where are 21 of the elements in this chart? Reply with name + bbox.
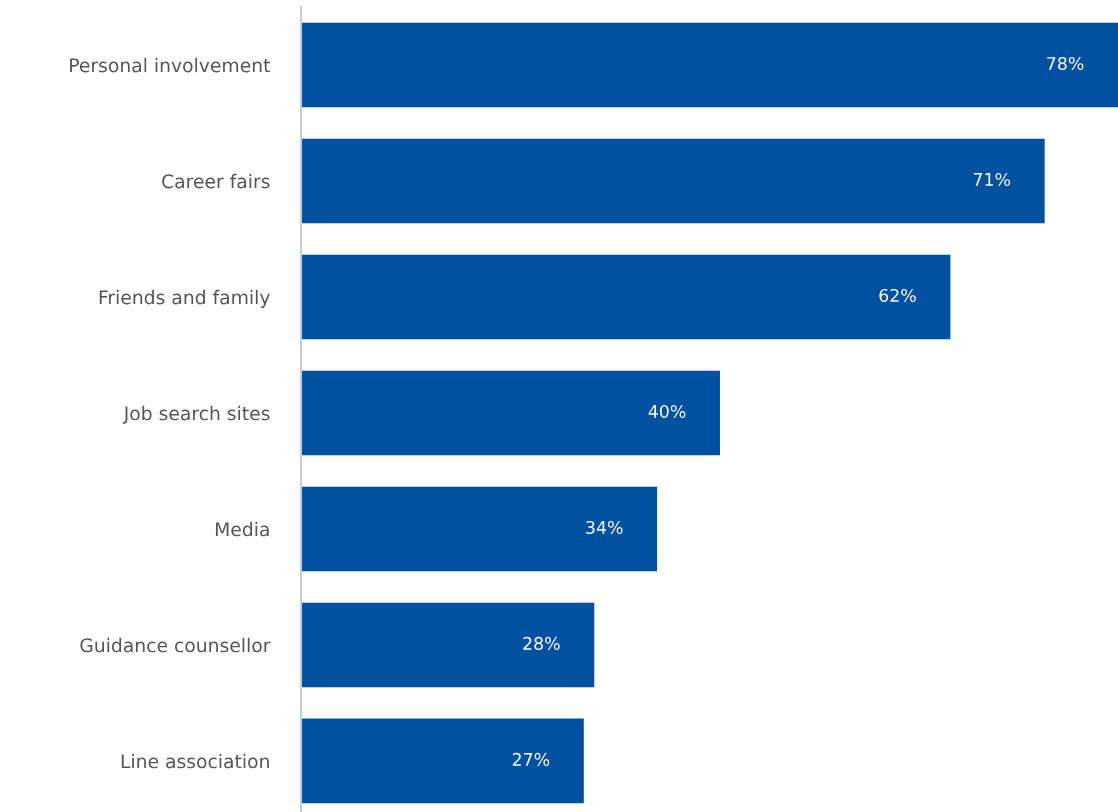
bar [301,254,951,340]
y-tick-label: Media [215,521,269,537]
bar [301,22,1118,108]
data-label: 62% [879,288,916,303]
data-label: 78% [1047,56,1084,71]
bar [301,486,658,572]
data-label: 28% [523,636,560,651]
y-tick-label: Friends and family [99,289,270,309]
bar [301,718,584,804]
bar [301,138,1045,224]
data-label: 34% [586,520,623,535]
data-label: 40% [648,404,686,419]
y-tick-label: Career fairs [162,173,270,189]
y-tick-label: Line association [121,753,269,769]
y-tick-label: Guidance counsellor [80,637,271,653]
bar [301,370,720,456]
data-label: 27% [512,752,550,766]
y-tick-label: Job search sites [122,405,270,424]
bar [301,602,595,688]
y-tick-label: Personal involvement [70,57,270,73]
data-label: 71% [973,172,1011,187]
